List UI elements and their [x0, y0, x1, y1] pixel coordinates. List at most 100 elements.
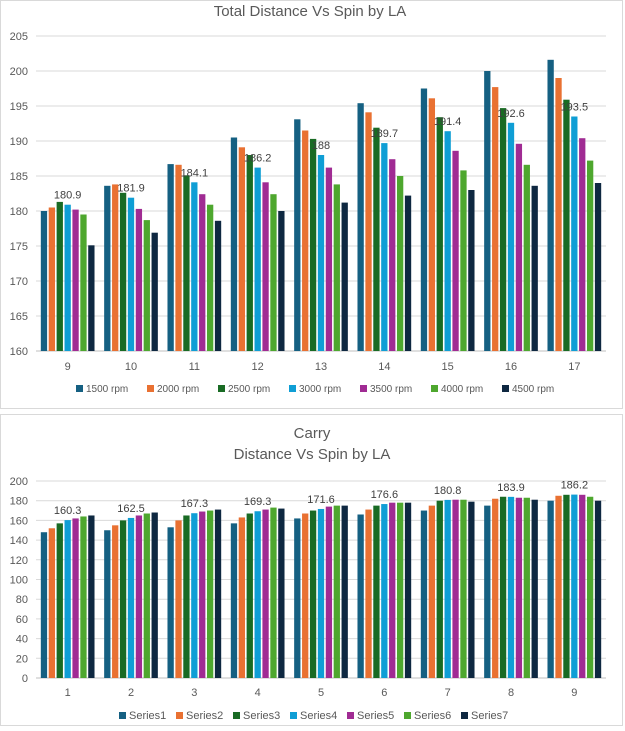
chart-2-legend: Series1 Series2 Series3 Series4 Series5 Serie…: [119, 710, 508, 722]
y-tick-label: 170: [10, 276, 28, 288]
bar: [547, 500, 554, 678]
bar: [206, 204, 214, 351]
chart-1-legend: 1500 rpm 2000 rpm 2500 rpm 3000 rpm 3500 rpm…: [76, 384, 554, 395]
data-label: 183.9: [497, 482, 525, 494]
bar: [80, 214, 87, 351]
bar: [246, 155, 253, 351]
bar: [341, 202, 348, 351]
x-tick-label: 1: [65, 687, 71, 699]
bar: [151, 232, 158, 351]
y-tick-label: 185: [10, 171, 28, 183]
bar: [80, 516, 87, 678]
bar: [563, 494, 570, 678]
bar: [309, 510, 317, 678]
bar: [254, 167, 261, 351]
y-tick-label: 80: [16, 594, 28, 606]
y-tick-label: 200: [10, 66, 28, 78]
legend-label: Series4: [300, 710, 337, 722]
bar: [143, 513, 150, 678]
bar: [72, 518, 79, 678]
bar: [317, 155, 325, 351]
y-tick-label: 100: [10, 575, 28, 587]
bar: [104, 530, 111, 678]
bar: [444, 131, 451, 351]
data-label: 184.1: [181, 167, 209, 179]
legend-swatch: [347, 712, 354, 719]
bar: [302, 130, 309, 351]
x-tick-label: 14: [378, 361, 390, 373]
bar: [88, 515, 95, 678]
bar: [112, 184, 119, 351]
chart-1-title: Total Distance Vs Spin by LA: [214, 3, 407, 20]
legend-label: 2000 rpm: [157, 384, 199, 395]
legend-swatch: [119, 712, 126, 719]
bar: [586, 496, 594, 678]
legend-label: Series2: [186, 710, 223, 722]
bar: [523, 164, 530, 351]
bar: [135, 208, 143, 351]
bar: [531, 499, 538, 678]
y-tick-label: 165: [10, 311, 28, 323]
y-tick-label: 180: [10, 206, 28, 218]
legend-swatch: [176, 712, 183, 719]
y-tick-label: 60: [16, 614, 28, 626]
x-tick-label: 17: [568, 361, 580, 373]
bar: [88, 245, 95, 351]
legend-label: 4000 rpm: [441, 384, 483, 395]
bar: [492, 498, 499, 678]
bar: [317, 508, 325, 678]
bar: [515, 143, 523, 351]
bar: [214, 509, 222, 678]
bar: [309, 138, 317, 351]
bar: [167, 164, 174, 351]
bar: [48, 207, 56, 351]
legend-label: Series1: [129, 710, 166, 722]
data-label: 193.5: [561, 102, 589, 114]
x-tick-label: 13: [315, 361, 327, 373]
bar: [325, 506, 333, 678]
chart-1-x-tick-labels: 9 10 11 12 13 14 15 16 17: [65, 361, 581, 373]
x-tick-label: 4: [255, 687, 261, 699]
data-label: 192.6: [497, 108, 525, 120]
data-label: 191.4: [434, 116, 462, 128]
legend-swatch: [233, 712, 240, 719]
x-tick-label: 9: [65, 361, 71, 373]
bar: [294, 518, 301, 678]
bar: [460, 170, 467, 351]
y-tick-label: 40: [16, 634, 28, 646]
chart-1-bars: [40, 59, 602, 352]
bar: [381, 143, 388, 351]
chart-2-data-labels: 160.3 162.5 167.3 169.3 171.6 176.6 180.8 183.9…: [54, 480, 588, 518]
legend-swatch: [76, 385, 83, 392]
bar: [381, 504, 388, 678]
bar: [127, 517, 135, 678]
bar: [373, 127, 380, 351]
bar: [238, 517, 246, 678]
chart-2-y-tick-labels: 0 20 40 60 80 100 120 140 160 180 200: [10, 476, 28, 685]
legend-swatch: [461, 712, 468, 719]
bar: [119, 192, 127, 351]
bar: [507, 122, 515, 351]
bar: [56, 201, 63, 351]
bar: [302, 513, 309, 678]
x-tick-label: 8: [508, 687, 514, 699]
bar: [586, 160, 594, 351]
data-label: 162.5: [117, 503, 145, 515]
y-tick-label: 160: [10, 346, 28, 358]
bar: [127, 197, 135, 351]
legend-label: Series7: [471, 710, 508, 722]
legend-label: 3500 rpm: [370, 384, 412, 395]
x-tick-label: 15: [442, 361, 454, 373]
bar: [492, 87, 499, 351]
bar: [571, 116, 578, 351]
bar: [523, 497, 530, 678]
bar: [294, 119, 301, 351]
bar: [357, 514, 364, 678]
bar: [40, 532, 48, 678]
data-label: 180.8: [434, 485, 462, 497]
x-tick-label: 12: [252, 361, 264, 373]
bar: [357, 103, 364, 351]
legend-swatch: [218, 385, 225, 392]
bar: [262, 182, 269, 351]
bar: [191, 182, 198, 351]
